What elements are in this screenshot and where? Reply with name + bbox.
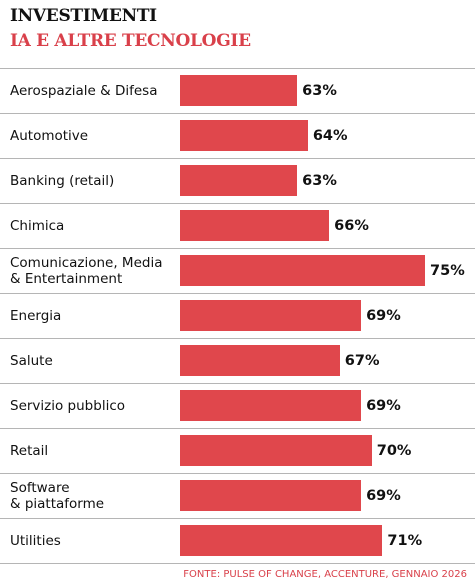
- value-label: 69%: [366, 397, 401, 414]
- bar: [180, 255, 426, 286]
- row-separator: [0, 563, 475, 564]
- category-label: Servizio pubblico: [10, 397, 126, 414]
- row-separator: [0, 248, 475, 249]
- category-label: Utilities: [10, 532, 61, 549]
- category-label: Comunicazione, Media & Entertainment: [10, 254, 163, 287]
- chart-title: INVESTIMENTI: [10, 6, 157, 26]
- value-label: 64%: [312, 127, 348, 144]
- row-separator: [0, 338, 475, 339]
- bar: [180, 390, 362, 421]
- row-separator: [0, 518, 475, 519]
- category-label: Energia: [10, 307, 62, 324]
- bar: [180, 480, 362, 511]
- category-label: Retail: [10, 442, 49, 459]
- row-separator: [0, 428, 475, 429]
- value-label: 66%: [334, 217, 369, 234]
- category-label: Banking (retail): [10, 172, 115, 189]
- category-label: Chimica: [10, 217, 65, 234]
- bar: [180, 435, 372, 466]
- bar: [180, 345, 340, 376]
- row-separator: [0, 293, 475, 294]
- value-label: 70%: [376, 442, 412, 459]
- bar: [180, 210, 330, 241]
- bar: [180, 165, 298, 196]
- row-separator: [0, 473, 475, 474]
- chart-subtitle: IA E ALTRE TECNOLOGIE: [10, 31, 251, 51]
- bar: [180, 300, 362, 331]
- category-label: Salute: [10, 352, 53, 369]
- value-label: 67%: [344, 352, 380, 369]
- row-separator: [0, 113, 475, 114]
- value-label: 63%: [302, 82, 337, 99]
- source-note: FONTE: PULSE OF CHANGE, ACCENTURE, GENNA…: [183, 569, 467, 580]
- value-label: 71%: [387, 532, 423, 549]
- bar: [180, 525, 383, 556]
- row-separator: [0, 68, 475, 69]
- row-separator: [0, 158, 475, 159]
- value-label: 63%: [302, 172, 337, 189]
- row-separator: [0, 203, 475, 204]
- row-separator: [0, 383, 475, 384]
- value-label: 69%: [366, 487, 401, 504]
- bar: [180, 120, 308, 151]
- value-label: 75%: [430, 262, 465, 279]
- category-label: Software & piattaforme: [10, 479, 105, 512]
- category-label: Aerospaziale & Difesa: [10, 82, 158, 99]
- value-label: 69%: [366, 307, 401, 324]
- bar: [180, 75, 298, 106]
- category-label: Automotive: [10, 127, 89, 144]
